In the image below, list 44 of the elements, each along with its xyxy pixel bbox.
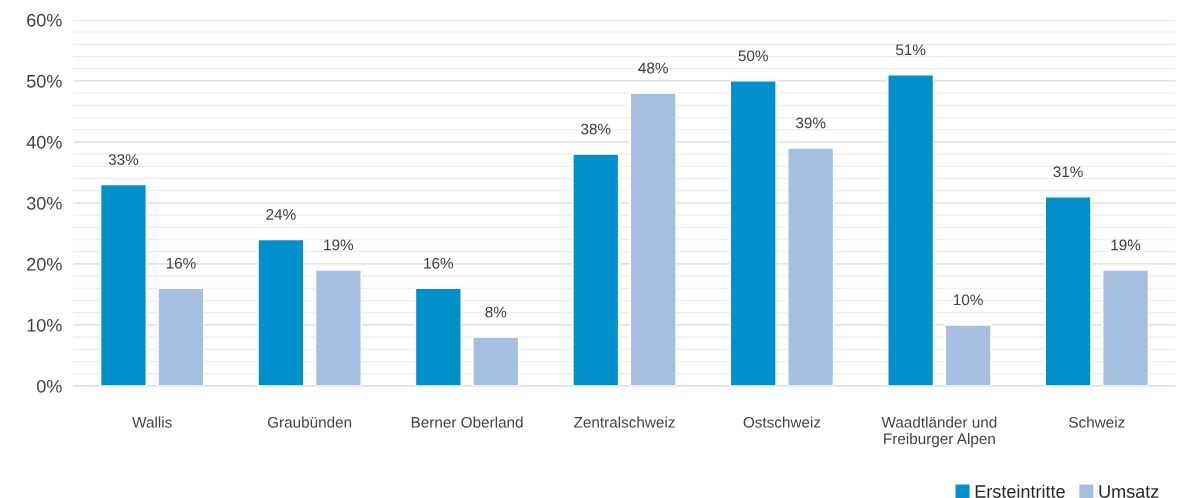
- bar: [787, 147, 835, 386]
- data-label: 31%: [1053, 166, 1083, 178]
- data-label: 39%: [795, 117, 826, 129]
- data-label: 48%: [638, 62, 668, 74]
- y-tick-label: 10%: [27, 318, 62, 332]
- bar: [729, 80, 777, 386]
- x-tick-label: Wallis: [132, 416, 172, 428]
- x-tick-label: Graubünden: [267, 416, 352, 428]
- y-tick-label: 40%: [26, 135, 62, 149]
- x-tick-label: Waadtländer und Freiburger Alpen: [881, 416, 997, 448]
- y-tick-label: 50%: [26, 74, 62, 88]
- x-tick-label: Schweiz: [1069, 416, 1125, 428]
- data-label: 19%: [324, 239, 354, 251]
- x-tick-label: Berner Oberland: [411, 416, 523, 428]
- legend-label: Ersteintritte: [975, 484, 1065, 498]
- legend-label: Umsatz: [1099, 485, 1159, 498]
- bar: [1102, 269, 1150, 386]
- x-tick-label: Zentralschweiz: [574, 416, 675, 428]
- y-tick-label: 60%: [27, 13, 62, 27]
- y-tick-label: 30%: [26, 196, 62, 210]
- data-label: 19%: [1111, 239, 1141, 251]
- bar: [887, 74, 935, 386]
- bar: [257, 238, 305, 386]
- bar: [1044, 196, 1092, 386]
- bar: [629, 92, 677, 386]
- data-label: 10%: [953, 294, 983, 306]
- x-tick-label: Ostschweiz: [743, 416, 821, 428]
- data-label: 38%: [581, 123, 611, 135]
- y-tick-label: 0%: [36, 379, 62, 393]
- data-label: 24%: [266, 209, 296, 220]
- bar: [572, 153, 620, 386]
- data-label: 8%: [485, 306, 507, 318]
- data-label: 16%: [166, 257, 196, 269]
- data-label: 33%: [108, 154, 139, 165]
- y-tick-label: 20%: [27, 257, 62, 271]
- bar: [99, 183, 147, 386]
- bar: [472, 336, 520, 386]
- bar: [944, 324, 992, 386]
- bar: [414, 287, 462, 386]
- bar: [157, 287, 205, 386]
- data-label: 51%: [895, 44, 926, 56]
- data-label: 16%: [424, 257, 454, 269]
- data-label: 50%: [738, 50, 768, 62]
- bar: [314, 269, 362, 386]
